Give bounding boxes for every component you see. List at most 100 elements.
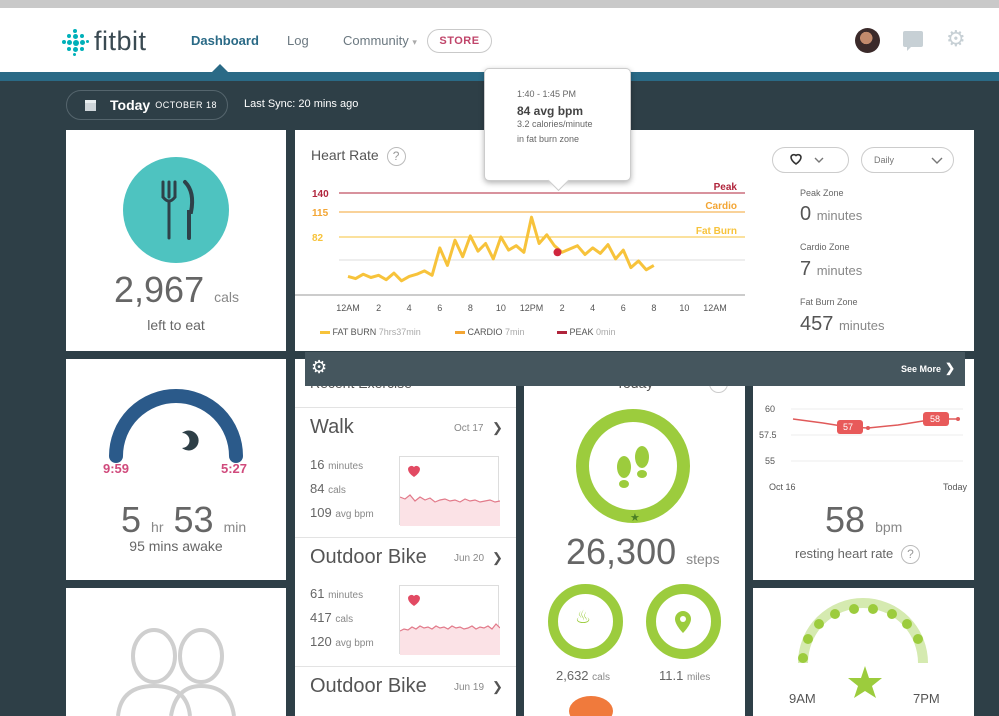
exercise-tile[interactable]: Recent Exercise Walk Oct 17 ❯ 16 minutes… (295, 359, 516, 716)
bpm-value: 120 (310, 634, 332, 649)
sleep-start: 9:59 (103, 461, 130, 476)
exercise-bpm: 120 avg bpm (310, 634, 374, 649)
date-label: OCTOBER 18 (155, 100, 218, 110)
rhr-value: 58 bpm (825, 499, 902, 541)
gear-icon[interactable]: ⚙ (946, 26, 966, 51)
x-tick-label: 2 (560, 303, 565, 313)
duration-unit: minutes (328, 590, 364, 601)
sleep-duration: 5 hr 53 min (121, 499, 246, 541)
x-tick-label: 4 (407, 303, 412, 313)
cals-value: 417 (310, 610, 332, 625)
heart-rate-panel: Heart Rate ? Daily Peak Cardio Fat Burn 140… (295, 130, 974, 351)
heart-icon (408, 465, 420, 477)
location-pin-icon (675, 611, 691, 633)
star-icon: ★ (630, 512, 640, 524)
period-select[interactable]: Daily (861, 147, 954, 173)
period-value: Daily (874, 155, 895, 165)
chevron-right-icon[interactable]: ❯ (492, 420, 503, 435)
duration-value: 16 (310, 457, 325, 472)
fatburn-zone-label: Fat Burn Zone (800, 297, 858, 307)
food-icon-circle (123, 157, 229, 263)
fitbit-logo[interactable]: fitbit (62, 26, 147, 57)
distance-ring (646, 584, 721, 659)
chevron-right-icon[interactable]: ❯ (492, 679, 503, 694)
date-today: Today (110, 97, 151, 113)
rhr-y-tick: 60 (765, 404, 776, 414)
heart-rate-tooltip: 1:40 - 1:45 PM 84 avg bpm 3.2 calories/m… (484, 68, 631, 181)
peak-zone-value: 0 minutes (800, 203, 862, 226)
chevron-right-icon[interactable]: ❯ (944, 361, 955, 375)
hourly-start: 9AM (789, 691, 816, 706)
flame-icon: ♨ (575, 607, 592, 627)
chat-icon[interactable] (903, 31, 923, 51)
hourly-activity-tile[interactable]: 9AM 7PM (753, 588, 974, 716)
tooltip-calories: 3.2 calories/minute (517, 119, 593, 129)
calories-ring (548, 584, 623, 659)
legend-swatch (557, 331, 567, 335)
help-icon[interactable]: ? (900, 545, 920, 564)
cals-unit: cals (328, 485, 346, 496)
bpm-value: 109 (310, 505, 332, 520)
nav-community[interactable]: Community ▾ (343, 33, 417, 48)
heart-type-select[interactable] (772, 147, 849, 173)
y-tick-label: 115 (312, 208, 329, 219)
exercise-cals: 84 cals (310, 481, 346, 496)
exercise-name[interactable]: Walk (310, 416, 354, 438)
rhr-y-tick: 57.5 (759, 430, 777, 440)
help-icon[interactable]: ? (386, 147, 406, 166)
steps-count: 26,300 steps (566, 531, 720, 573)
heart-icon (408, 594, 420, 606)
rhr-point-label: 58 (930, 414, 941, 424)
sleep-minutes: 53 (173, 499, 214, 540)
nav-dashboard[interactable]: Dashboard (191, 33, 259, 48)
cals-value: 84 (310, 481, 325, 496)
hourly-end: 7PM (913, 691, 940, 706)
legend-swatch (455, 331, 465, 335)
exercise-cals: 417 cals (310, 610, 353, 625)
fatburn-zone-unit: minutes (838, 318, 885, 333)
zone-line-label: Peak (714, 182, 738, 193)
see-more-link[interactable]: See More (900, 364, 941, 374)
steps-tile[interactable]: Today ★ 26,300 steps ♨ 2,632 cals 11.1 m… (524, 359, 745, 716)
duration-value: 61 (310, 586, 325, 601)
top-navigation (0, 8, 999, 74)
legend-peak: PEAK 0min (557, 327, 616, 337)
friends-tile[interactable] (66, 588, 286, 716)
tooltip-time: 1:40 - 1:45 PM (517, 89, 577, 99)
rhr-x-start: Oct 16 (769, 482, 796, 492)
zone-line-label: Cardio (705, 201, 737, 212)
active-nav-caret (211, 64, 229, 73)
x-tick-label: 4 (590, 303, 595, 313)
date-selector[interactable]: Today OCTOBER 18 (66, 90, 228, 120)
nav-log[interactable]: Log (287, 33, 309, 48)
nav-community-label: Community (343, 33, 409, 48)
avatar[interactable] (855, 28, 880, 53)
calories-burned: 2,632 cals (556, 668, 610, 683)
exercise-duration: 61 minutes (310, 586, 363, 601)
legend-peak-time: 0min (596, 327, 616, 337)
rhr-label: resting heart rate ? (795, 545, 920, 564)
rhr-label-text: resting heart rate (795, 546, 894, 561)
store-button[interactable]: STORE (427, 29, 492, 53)
legend-fatburn-label: FAT BURN (332, 327, 377, 337)
exercise-name[interactable]: Outdoor Bike (310, 675, 427, 697)
peak-zone-unit: minutes (816, 208, 863, 223)
legend-peak-label: PEAK (569, 327, 594, 337)
cals-unit: cals (335, 614, 354, 625)
chevron-right-icon[interactable]: ❯ (492, 550, 503, 565)
legend-swatch (320, 331, 330, 335)
food-calories-value: 2,967 (114, 269, 205, 310)
legend-cardio: CARDIO 7min (455, 327, 525, 337)
resting-hr-tile[interactable]: 60 57.5 55 57 58 Oct 16 Today 58 bpm res… (753, 359, 974, 580)
x-tick-label: 6 (437, 303, 442, 313)
exercise-name[interactable]: Outdoor Bike (310, 546, 427, 568)
sleep-tile[interactable]: 9:59 5:27 5 hr 53 min 95 mins awake (66, 359, 286, 580)
x-tick-label: 8 (651, 303, 656, 313)
fatburn-zone-value: 457 minutes (800, 313, 884, 336)
x-tick-label: 12PM (520, 303, 544, 313)
distance: 11.1 miles (659, 668, 710, 683)
food-tile[interactable]: 2,967 cals left to eat (66, 130, 286, 351)
exercise-date: Jun 19 (454, 682, 485, 693)
gear-icon[interactable]: ⚙ (311, 357, 328, 377)
sleep-hours: 5 (121, 499, 142, 540)
